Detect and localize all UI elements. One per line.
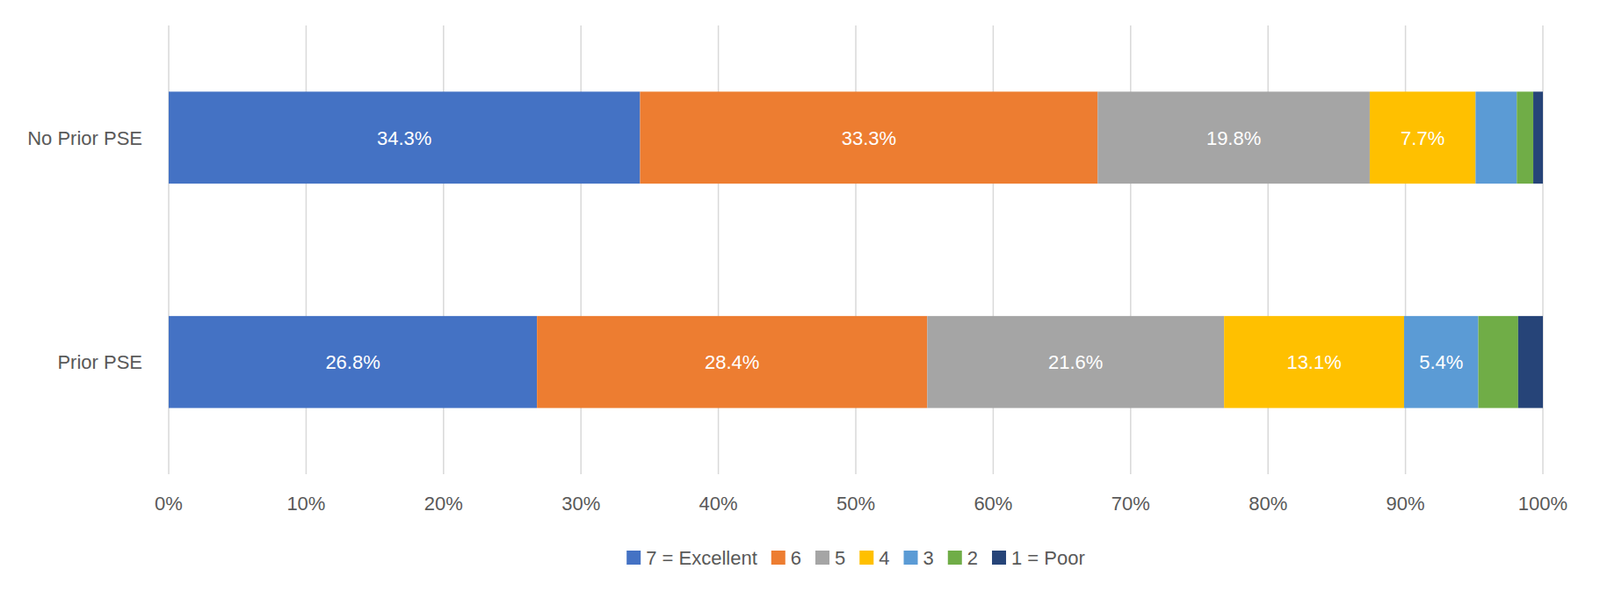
data-label: 13.1% — [1286, 351, 1341, 374]
x-tick-label: 100% — [1518, 492, 1568, 515]
data-label: 7.7% — [1400, 127, 1445, 150]
bar-segment — [168, 91, 640, 184]
legend-label: 1 = Poor — [1011, 547, 1086, 570]
legend-item: 3 — [904, 547, 934, 570]
legend-item: 7 = Excellent — [626, 547, 758, 570]
category-label: No Prior PSE — [27, 127, 143, 150]
legend-swatch — [904, 550, 919, 565]
legend-swatch — [991, 550, 1007, 565]
bars — [168, 91, 1543, 408]
legend-item: 5 — [815, 547, 846, 570]
x-tick-label: 30% — [561, 492, 601, 515]
legend-label: 3 — [923, 547, 934, 570]
x-tick-label: 50% — [836, 492, 876, 515]
x-tick-label: 20% — [424, 492, 464, 515]
data-labels: 34.3% 33.3% 19.8% 7.7% 26.8% 28.4% 21.6% 13.1% 5… — [325, 127, 1463, 375]
data-label: 26.8% — [325, 351, 380, 374]
data-label: 28.4% — [704, 351, 760, 374]
legend-item: 1 = Poor — [991, 547, 1086, 570]
bar-segment — [1475, 91, 1517, 184]
x-tick-label: 70% — [1111, 492, 1151, 515]
x-tick-label: 80% — [1248, 492, 1288, 515]
legend-swatch — [626, 550, 641, 565]
x-tick-label: 10% — [286, 492, 326, 515]
bar-segment — [1518, 316, 1543, 409]
data-label: 21.6% — [1048, 351, 1103, 374]
data-label: 19.8% — [1206, 127, 1261, 150]
legend-swatch — [859, 550, 874, 565]
x-tick-label: 90% — [1386, 492, 1426, 515]
x-tick-label: 0% — [154, 492, 183, 515]
bar-segment — [639, 91, 1098, 184]
data-label: 34.3% — [376, 127, 432, 150]
bar-segment — [1097, 91, 1370, 184]
data-label: 33.3% — [841, 127, 897, 150]
legend-swatch — [771, 550, 786, 565]
bar-segment — [1404, 316, 1478, 409]
x-tick-label: 40% — [699, 492, 739, 515]
legend: 7 = Excellent 6 5 4 3 2 1 = Poor — [626, 547, 1086, 570]
bar-segment — [1533, 91, 1543, 184]
bar-segment — [1223, 316, 1405, 409]
category-label: Prior PSE — [57, 351, 143, 374]
bar-segment — [1516, 91, 1534, 184]
legend-label: 2 — [967, 547, 978, 570]
bar-segment — [168, 316, 537, 409]
legend-label: 6 — [790, 547, 802, 570]
chart: 0% 10% 20% 30% 40% 50% 60% 70% 80% 90% 100% No Prio… — [0, 0, 1600, 598]
legend-label: 4 — [878, 547, 890, 570]
legend-label: 7 = Excellent — [645, 547, 758, 570]
bar-segment — [1369, 91, 1476, 184]
grid — [168, 25, 1543, 475]
legend-item: 6 — [771, 547, 802, 570]
legend-swatch — [815, 550, 830, 565]
legend-swatch — [948, 550, 963, 565]
bar-segment — [926, 316, 1224, 409]
x-tick-label: 60% — [973, 492, 1013, 515]
legend-label: 5 — [834, 547, 846, 570]
legend-item: 4 — [859, 547, 890, 570]
data-label: 5.4% — [1419, 351, 1463, 374]
bar-segment — [1477, 316, 1518, 409]
legend-item: 2 — [948, 547, 978, 570]
y-axis: No Prior PSE Prior PSE — [27, 127, 143, 375]
bar-segment — [536, 316, 927, 409]
x-axis: 0% 10% 20% 30% 40% 50% 60% 70% 80% 90% 100% — [154, 492, 1568, 515]
